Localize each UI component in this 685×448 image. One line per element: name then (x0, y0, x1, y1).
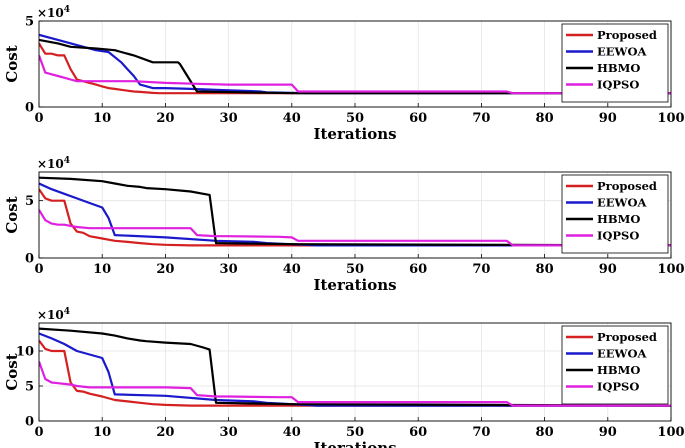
x-tick-label: 20 (156, 111, 174, 126)
x-tick-label: 10 (93, 425, 111, 440)
legend-label-proposed: Proposed (597, 28, 657, 42)
legend-label-eewoa: EEWOA (597, 347, 647, 361)
x-tick-label: 50 (346, 111, 364, 126)
legend-label-iqpso: IQPSO (597, 78, 639, 92)
x-tick-label: 40 (283, 425, 301, 440)
multiplier-base: ×10 (37, 6, 64, 20)
y-axis-label: Cost (3, 353, 21, 390)
y-tick-label: 10 (16, 345, 34, 360)
x-tick-label: 40 (283, 111, 301, 126)
x-tick-label: 60 (409, 262, 427, 277)
axis-multiplier: ×104 (37, 307, 70, 322)
series-line-proposed (39, 339, 671, 407)
multiplier-exponent: 4 (64, 5, 70, 15)
legend-label-proposed: Proposed (597, 179, 657, 193)
chart-panel-3: 0 10 20 30 40 50 60 70 80 90 1000510CostIterations… (3, 307, 685, 448)
x-tick-label: 90 (599, 425, 617, 440)
x-tick-label: 70 (472, 262, 490, 277)
series-line-proposed (39, 42, 671, 95)
x-tick-label: 30 (220, 262, 238, 277)
legend-label-eewoa: EEWOA (597, 196, 647, 210)
x-tick-label: 80 (536, 425, 554, 440)
x-tick-label: 20 (156, 262, 174, 277)
y-tick-label: 5 (25, 15, 34, 30)
x-tick-label: 50 (346, 425, 364, 440)
multiplier-base: ×10 (37, 308, 64, 322)
series-line-iqpso (39, 55, 671, 95)
series-line-hbmo (39, 327, 671, 407)
legend-label-iqpso: IQPSO (597, 380, 639, 394)
axis-multiplier: ×104 (37, 156, 70, 171)
axes-frame (38, 20, 672, 108)
x-tick-label: 80 (536, 262, 554, 277)
x-axis-label: Iterations (313, 276, 396, 294)
legend-box (561, 23, 669, 103)
x-tick-label: 90 (599, 262, 617, 277)
x-tick-label: 40 (283, 262, 301, 277)
y-tick-label: 5 (25, 194, 34, 209)
series-line-iqpso (39, 361, 671, 407)
legend: Proposed EEWOA HBMO IQPSO (561, 174, 669, 254)
x-tick-label: 70 (472, 111, 490, 126)
y-tick-label: 5 (25, 380, 34, 395)
multiplier-exponent: 4 (64, 307, 70, 317)
legend: Proposed EEWOA HBMO IQPSO (561, 325, 669, 405)
x-tick-label: 60 (409, 111, 427, 126)
y-tick-label: 0 (25, 415, 34, 430)
x-tick-label: 20 (156, 425, 174, 440)
legend-label-eewoa: EEWOA (597, 45, 647, 59)
legend-label-iqpso: IQPSO (597, 229, 639, 243)
legend-box (561, 325, 669, 405)
axes-frame (38, 171, 672, 259)
x-tick-label: 100 (657, 111, 684, 126)
series-line-iqpso (39, 209, 671, 247)
x-tick-label: 30 (220, 425, 238, 440)
legend-label-proposed: Proposed (597, 330, 657, 344)
y-tick-label: 0 (25, 252, 34, 267)
y-axis-label: Cost (3, 196, 21, 233)
axes-frame (38, 322, 672, 422)
x-tick-label: 10 (93, 111, 111, 126)
series-line-proposed (39, 188, 671, 247)
x-axis-label: Iterations (313, 439, 396, 448)
axis-multiplier: ×104 (37, 5, 70, 20)
chart-panel-2: 0 10 20 30 40 50 60 70 80 90 100 0 5 Cost Iterations ×1… (3, 156, 685, 294)
x-tick-label: 100 (657, 262, 684, 277)
legend-label-hbmo: HBMO (597, 363, 640, 377)
x-axis-label: Iterations (313, 125, 396, 143)
legend-box (561, 174, 669, 254)
x-tick-label: 30 (220, 111, 238, 126)
x-tick-label: 60 (409, 425, 427, 440)
legend: Proposed EEWOA HBMO IQPSO (561, 23, 669, 103)
x-tick-label: 50 (346, 262, 364, 277)
legend-label-hbmo: HBMO (597, 61, 640, 75)
x-tick-label: 70 (472, 425, 490, 440)
x-tick-label: 0 (34, 425, 43, 440)
multiplier-exponent: 4 (64, 156, 70, 166)
x-tick-label: 80 (536, 111, 554, 126)
legend-label-hbmo: HBMO (597, 212, 640, 226)
x-tick-label: 0 (34, 111, 43, 126)
x-tick-label: 0 (34, 262, 43, 277)
x-tick-label: 90 (599, 111, 617, 126)
y-tick-label: 0 (25, 101, 34, 116)
y-axis-label: Cost (3, 45, 21, 82)
series-line-hbmo (39, 38, 671, 95)
x-tick-label: 100 (657, 425, 684, 440)
multiplier-base: ×10 (37, 157, 64, 171)
chart-panel-1: 0 10 20 30 40 50 60 70 80 90 100 0 5 Cost Iterations ×1… (3, 5, 685, 143)
x-tick-label: 10 (93, 262, 111, 277)
